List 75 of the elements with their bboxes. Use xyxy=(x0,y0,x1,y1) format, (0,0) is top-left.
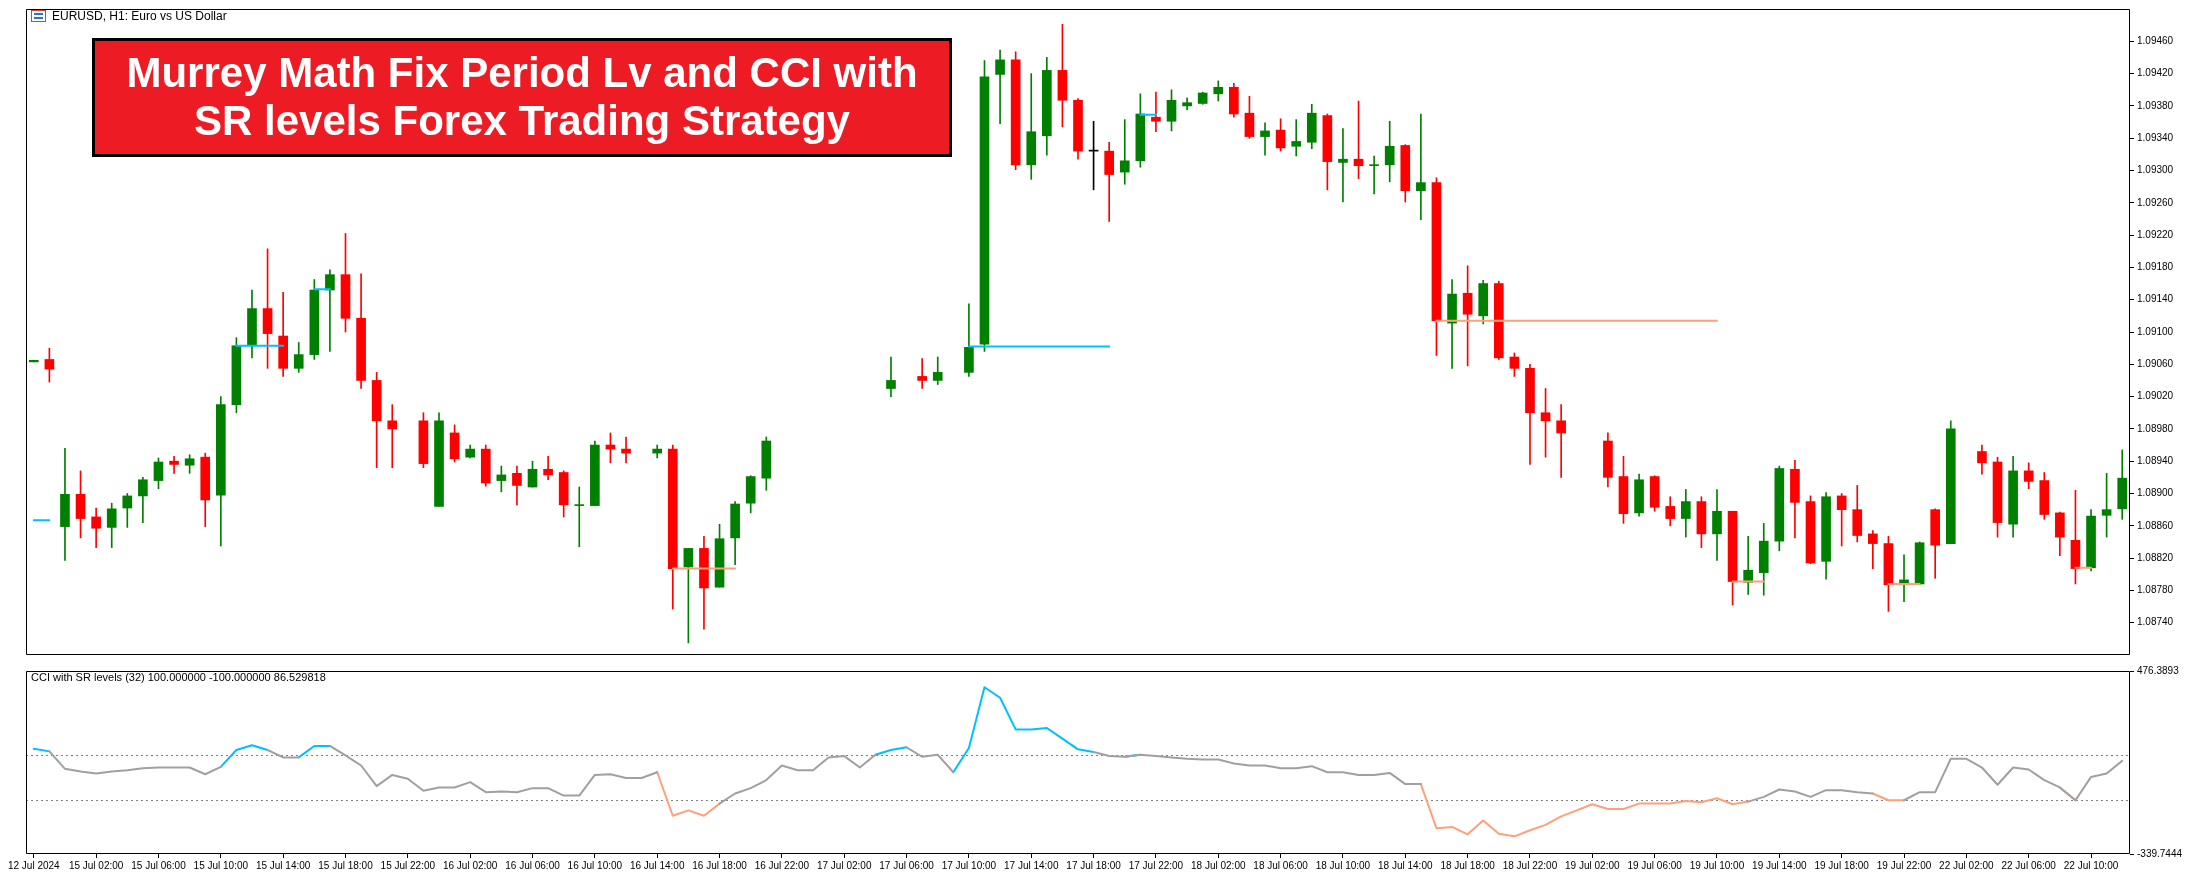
candlestick xyxy=(1260,122,1270,156)
candlestick xyxy=(1119,119,1130,185)
x-tick-label: 15 Jul 14:00 xyxy=(255,859,311,871)
y-tick-label: 1.08780 xyxy=(2137,584,2174,596)
x-tick-label: 17 Jul 02:00 xyxy=(816,859,872,871)
x-tick-label: 15 Jul 22:00 xyxy=(380,859,436,871)
x-tick-label: 22 Jul 02:00 xyxy=(1939,859,1995,871)
y-tick-label: 1.09100 xyxy=(2137,325,2174,337)
x-tick-label: 18 Jul 10:00 xyxy=(1315,859,1371,871)
y-tick-label: 1.09380 xyxy=(2137,99,2174,111)
candlestick xyxy=(1338,128,1348,203)
candlestick xyxy=(1151,91,1161,133)
y-tick-label: -339.7444 xyxy=(2137,847,2183,859)
x-tick-label: 16 Jul 18:00 xyxy=(692,859,748,871)
candlestick xyxy=(574,486,585,548)
x-tick-label: 19 Jul 22:00 xyxy=(1876,859,1932,871)
chart-title: CCI with SR levels (32) 100.000000 -100.000000 86.529818 xyxy=(31,671,326,683)
y-tick-label: 1.08740 xyxy=(2137,616,2174,628)
x-tick-label: 18 Jul 14:00 xyxy=(1378,859,1433,871)
x-tick-label: 22 Jul 06:00 xyxy=(2001,859,2057,871)
text: Murrey Math Fix Period Lv and CCI with SR levels Forex Trading Strategy xyxy=(92,38,952,157)
x-tick-label: 15 Jul 06:00 xyxy=(131,859,187,871)
x-tick-label: 17 Jul 22:00 xyxy=(1128,859,1184,871)
x-tick-label: 19 Jul 10:00 xyxy=(1689,859,1745,871)
candlestick xyxy=(1868,530,1878,569)
x-tick-label: 19 Jul 18:00 xyxy=(1814,859,1870,871)
x-tick-label: 18 Jul 06:00 xyxy=(1253,859,1309,871)
y-tick-label: 1.09260 xyxy=(2137,196,2174,208)
y-tick-label: 1.09020 xyxy=(2137,390,2174,402)
y-tick-label: 1.09140 xyxy=(2137,293,2174,305)
x-tick-label: 16 Jul 02:00 xyxy=(442,859,498,871)
y-tick-label: 1.09300 xyxy=(2137,164,2174,176)
y-tick-label: 1.08860 xyxy=(2137,519,2174,531)
y-tick-label: 1.08820 xyxy=(2137,551,2174,563)
y-tick-label: 1.08980 xyxy=(2137,422,2174,434)
x-tick-label: 19 Jul 02:00 xyxy=(1565,859,1620,871)
x-tick-label: 19 Jul 14:00 xyxy=(1752,859,1808,871)
candlestick xyxy=(886,356,896,397)
y-tick-label: 1.09340 xyxy=(2137,131,2174,143)
y-tick-label: 476.3893 xyxy=(2137,664,2180,676)
y-tick-label: 1.09420 xyxy=(2137,67,2174,79)
x-tick-label: 17 Jul 10:00 xyxy=(941,859,997,871)
x-tick-label: 12 Jul 2024 xyxy=(7,859,61,871)
candlestick xyxy=(1291,119,1302,157)
candlestick xyxy=(169,456,179,474)
x-tick-label: 16 Jul 14:00 xyxy=(629,859,685,871)
candlestick xyxy=(995,49,1005,124)
candlestick xyxy=(543,456,553,481)
x-tick-label: 18 Jul 18:00 xyxy=(1440,859,1496,871)
candlestick xyxy=(387,404,398,468)
x-tick-label: 16 Jul 10:00 xyxy=(567,859,623,871)
x-tick-label: 16 Jul 06:00 xyxy=(505,859,561,871)
x-tick-label: 15 Jul 18:00 xyxy=(318,859,374,871)
x-tick-label: 22 Jul 10:00 xyxy=(2063,859,2119,871)
x-tick-label: 16 Jul 22:00 xyxy=(754,859,810,871)
x-tick-label: 19 Jul 06:00 xyxy=(1627,859,1683,871)
candlestick xyxy=(1556,404,1566,478)
candlestick xyxy=(1416,113,1426,221)
x-tick-label: 17 Jul 18:00 xyxy=(1066,859,1122,871)
y-tick-label: 1.09220 xyxy=(2137,228,2174,240)
y-tick-label: 1.08900 xyxy=(2137,487,2174,499)
y-tick-label: 1.09060 xyxy=(2137,358,2174,370)
candlestick xyxy=(917,358,927,389)
candlestick xyxy=(1369,155,1379,195)
y-tick-label: 1.09460 xyxy=(2137,35,2174,47)
chart-subtitle: EURUSD, H1: Euro vs US Dollar xyxy=(52,9,227,23)
y-tick-label: 1.09180 xyxy=(2137,261,2174,273)
x-tick-label: 15 Jul 02:00 xyxy=(68,859,124,871)
x-tick-label: 17 Jul 14:00 xyxy=(1003,859,1059,871)
x-tick-label: 18 Jul 22:00 xyxy=(1502,859,1558,871)
candlestick xyxy=(325,269,335,352)
y-tick-label: 1.08940 xyxy=(2137,454,2174,466)
x-tick-label: 18 Jul 02:00 xyxy=(1191,859,1246,871)
x-tick-label: 17 Jul 06:00 xyxy=(879,859,935,871)
x-tick-label: 15 Jul 10:00 xyxy=(193,859,249,871)
